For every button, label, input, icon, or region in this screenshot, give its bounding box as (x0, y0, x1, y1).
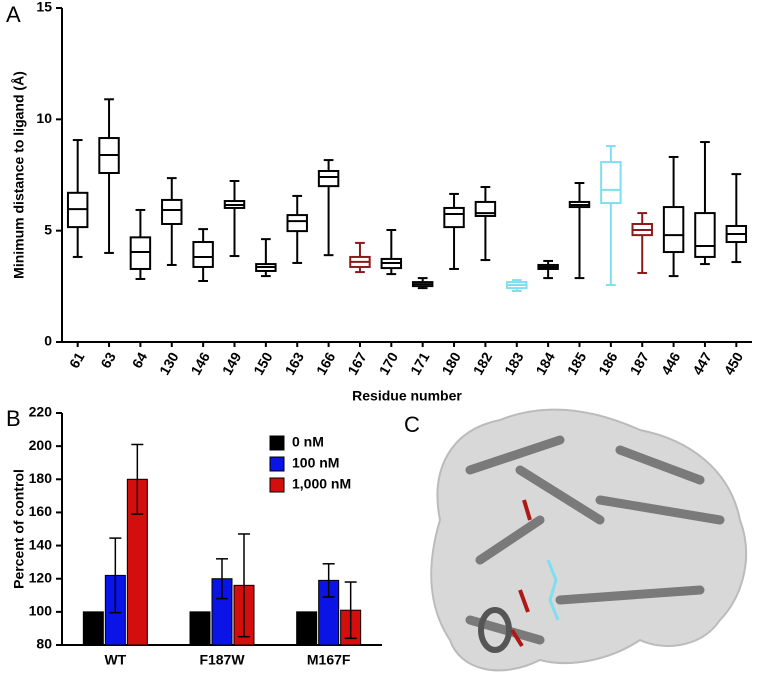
bar (296, 611, 318, 646)
panel-label: C (404, 412, 420, 437)
x-tick-label: 64 (129, 349, 151, 371)
x-tick-label: 163 (281, 349, 307, 377)
legend-swatch (269, 477, 285, 493)
x-tick-label: F187W (199, 652, 245, 668)
box (694, 212, 716, 258)
box (286, 214, 308, 233)
x-tick-label: 170 (376, 349, 402, 377)
box (317, 169, 340, 188)
legend-label: 1,000 nM (292, 476, 351, 492)
x-tick-label: M167F (307, 652, 351, 668)
box (662, 206, 685, 254)
legend-swatch (269, 456, 285, 472)
x-tick-label: 447 (689, 349, 715, 377)
y-tick-label: 160 (29, 503, 53, 519)
y-tick-label: 0 (44, 333, 52, 349)
box (129, 236, 152, 270)
legend-label: 100 nM (292, 455, 339, 471)
y-tick-label: 220 (29, 404, 53, 420)
x-tick-label: 149 (219, 349, 245, 377)
x-tick-label: 450 (721, 349, 747, 377)
y-tick-label: 180 (29, 470, 53, 486)
panel-label: A (6, 2, 21, 27)
y-tick-label: 100 (29, 603, 53, 619)
x-tick-label: 187 (626, 349, 652, 377)
x-tick-label: 446 (658, 349, 684, 377)
protein-structure (430, 408, 748, 672)
y-tick-label: 80 (36, 636, 52, 652)
x-tick-label: 61 (66, 349, 88, 371)
bar (82, 611, 104, 646)
x-tick-label: 186 (595, 349, 621, 377)
x-tick-label: 183 (501, 349, 527, 377)
box (192, 241, 214, 268)
legend-label: 0 nM (292, 434, 324, 450)
y-axis-label: Minimum distance to ligand (Å) (11, 71, 27, 279)
y-tick-label: 5 (44, 221, 52, 237)
x-tick-label: 130 (156, 349, 182, 377)
x-tick-label: 146 (187, 349, 213, 377)
bar (189, 611, 211, 646)
box (161, 198, 183, 225)
x-tick-label: 182 (470, 349, 496, 377)
x-tick-label: 167 (344, 349, 370, 377)
y-tick-label: 10 (36, 110, 52, 126)
x-axis-label: Residue number (352, 388, 462, 404)
x-tick-label: 184 (532, 349, 558, 377)
x-tick-label: 166 (313, 349, 339, 377)
y-tick-label: 200 (29, 437, 53, 453)
box (600, 161, 622, 205)
box (443, 206, 465, 229)
y-axis-label: Percent of control (11, 469, 27, 589)
x-tick-label: WT (104, 652, 126, 668)
x-tick-label: 171 (407, 349, 433, 377)
x-tick-label: 150 (250, 349, 276, 377)
y-tick-label: 15 (36, 0, 52, 15)
x-tick-label: 180 (438, 349, 464, 377)
y-tick-label: 140 (29, 536, 53, 552)
y-tick-label: 120 (29, 569, 53, 585)
legend-swatch (269, 435, 285, 451)
panel-label: B (6, 406, 21, 431)
x-tick-label: 185 (564, 349, 590, 377)
x-tick-label: 63 (97, 349, 119, 371)
